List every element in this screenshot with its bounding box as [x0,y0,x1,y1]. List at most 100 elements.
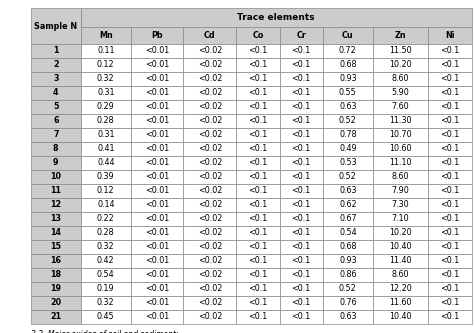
Text: 1: 1 [53,46,59,56]
Text: <0.02: <0.02 [198,60,222,70]
Text: <0.1: <0.1 [292,200,311,209]
Text: <0.02: <0.02 [198,298,222,307]
Text: <0.1: <0.1 [248,270,267,279]
Text: 0.32: 0.32 [97,74,115,84]
Text: <0.01: <0.01 [145,46,169,56]
Text: 21: 21 [50,312,61,321]
Text: 8.60: 8.60 [392,172,410,181]
Text: 0.11: 0.11 [97,46,115,56]
Text: 8: 8 [53,144,59,154]
Text: <0.1: <0.1 [292,102,311,112]
Text: <0.1: <0.1 [248,214,267,223]
Text: 14: 14 [50,228,61,237]
Text: 2: 2 [53,60,59,70]
Text: <0.1: <0.1 [440,60,460,70]
Text: <0.1: <0.1 [440,270,460,279]
Text: 7.60: 7.60 [392,102,410,112]
Text: <0.1: <0.1 [292,116,311,126]
Text: <0.1: <0.1 [248,102,267,112]
Text: <0.1: <0.1 [292,298,311,307]
Text: 0.22: 0.22 [97,214,115,223]
Text: 0.31: 0.31 [97,130,115,140]
Text: <0.1: <0.1 [440,284,460,293]
Text: <0.01: <0.01 [145,312,169,321]
Text: <0.02: <0.02 [198,284,222,293]
Text: <0.1: <0.1 [292,256,311,265]
Text: 0.32: 0.32 [97,242,115,251]
Text: <0.1: <0.1 [292,130,311,140]
Text: Pb: Pb [151,31,163,40]
Text: <0.01: <0.01 [145,74,169,84]
Text: 15: 15 [50,242,61,251]
Text: <0.02: <0.02 [198,116,222,126]
Text: <0.1: <0.1 [292,186,311,195]
Text: <0.02: <0.02 [198,228,222,237]
Text: <0.02: <0.02 [198,214,222,223]
Text: <0.1: <0.1 [248,74,267,84]
Text: <0.1: <0.1 [292,46,311,56]
Text: 11.10: 11.10 [389,158,412,167]
Text: <0.01: <0.01 [145,298,169,307]
Text: 0.68: 0.68 [339,60,356,70]
Text: 3: 3 [53,74,59,84]
Text: 5: 5 [53,102,59,112]
Text: 0.63: 0.63 [339,102,356,112]
Text: <0.1: <0.1 [292,228,311,237]
Text: 4: 4 [53,88,59,98]
Text: <0.1: <0.1 [248,88,267,98]
Text: <0.02: <0.02 [198,270,222,279]
Text: <0.01: <0.01 [145,284,169,293]
Text: 0.29: 0.29 [97,102,115,112]
Text: <0.1: <0.1 [292,144,311,154]
Text: <0.1: <0.1 [248,228,267,237]
Text: <0.1: <0.1 [248,200,267,209]
Text: <0.1: <0.1 [440,172,460,181]
Text: <0.1: <0.1 [440,242,460,251]
Text: 0.49: 0.49 [339,144,356,154]
Text: 0.54: 0.54 [97,270,115,279]
Text: 0.78: 0.78 [339,130,356,140]
Text: 7.30: 7.30 [392,200,410,209]
Text: <0.1: <0.1 [292,242,311,251]
Text: 0.53: 0.53 [339,158,356,167]
Text: <0.1: <0.1 [248,242,267,251]
Text: <0.01: <0.01 [145,256,169,265]
Text: 9: 9 [53,158,59,167]
Text: <0.1: <0.1 [248,60,267,70]
Text: <0.1: <0.1 [292,214,311,223]
Text: 0.93: 0.93 [339,256,356,265]
Text: <0.1: <0.1 [440,200,460,209]
Text: 20: 20 [50,298,61,307]
Text: 7: 7 [53,130,59,140]
Text: 7.90: 7.90 [392,186,410,195]
Text: Ni: Ni [445,31,455,40]
Text: 0.54: 0.54 [339,228,356,237]
Text: <0.1: <0.1 [440,102,460,112]
Text: <0.02: <0.02 [198,186,222,195]
Text: 0.41: 0.41 [97,144,115,154]
Text: 0.52: 0.52 [339,172,357,181]
Text: <0.01: <0.01 [145,228,169,237]
Text: Co: Co [252,31,264,40]
Text: <0.1: <0.1 [248,144,267,154]
Text: 0.62: 0.62 [339,200,356,209]
Text: 18: 18 [50,270,61,279]
Text: 11.60: 11.60 [389,298,412,307]
Text: 0.45: 0.45 [97,312,115,321]
Text: 0.28: 0.28 [97,228,115,237]
Text: 0.39: 0.39 [97,172,115,181]
Text: <0.1: <0.1 [292,270,311,279]
Text: Trace elements: Trace elements [237,13,315,22]
Text: <0.1: <0.1 [440,214,460,223]
Text: <0.1: <0.1 [440,88,460,98]
Text: 10.70: 10.70 [389,130,412,140]
Text: <0.01: <0.01 [145,172,169,181]
Text: 0.93: 0.93 [339,74,356,84]
Text: Cr: Cr [296,31,306,40]
Text: <0.1: <0.1 [248,116,267,126]
Text: <0.02: <0.02 [198,102,222,112]
Text: 10.20: 10.20 [389,60,412,70]
Text: 19: 19 [50,284,61,293]
Text: 7.10: 7.10 [392,214,410,223]
Text: <0.01: <0.01 [145,88,169,98]
